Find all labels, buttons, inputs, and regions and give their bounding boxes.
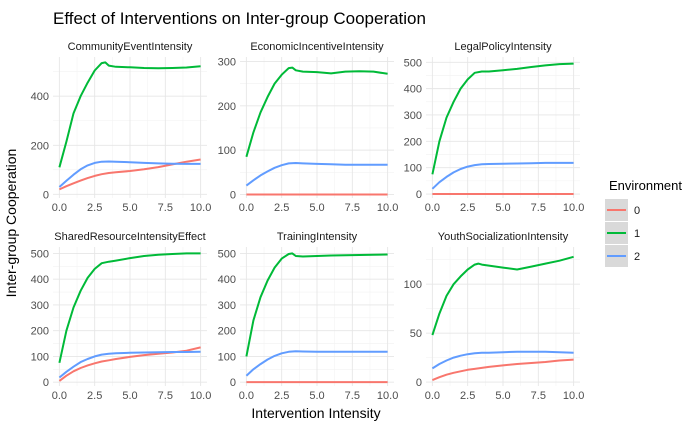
x-tick-label: 7.5 <box>531 390 546 402</box>
series-line-env-1 <box>58 252 201 364</box>
legend-label: 2 <box>634 251 640 263</box>
legend-label: 0 <box>634 205 640 217</box>
x-tick-label: 5.0 <box>495 202 510 214</box>
chart-title: Effect of Interventions on Inter-group C… <box>53 9 426 28</box>
x-tick-label: 0.0 <box>425 390 440 402</box>
x-tick-label: 2.5 <box>274 390 289 402</box>
series-line-env-2 <box>58 350 201 379</box>
x-tick-label: 10.0 <box>190 390 211 402</box>
y-tick-label: 300 <box>31 300 49 312</box>
x-tick-label: 10.0 <box>377 390 398 402</box>
series-line-env-1 <box>58 61 201 168</box>
y-tick-label: 100 <box>404 163 422 175</box>
x-tick-label: 10.0 <box>190 202 211 214</box>
facet-strip-label: LegalPolicyIntensity <box>454 41 552 53</box>
y-tick-label: 200 <box>31 140 49 152</box>
y-tick-label: 200 <box>218 326 236 338</box>
x-tick-label: 5.0 <box>122 390 137 402</box>
y-tick-label: 300 <box>404 110 422 122</box>
x-tick-label: 2.5 <box>87 390 102 402</box>
series-line-env-2 <box>58 160 201 188</box>
y-tick-label: 500 <box>31 248 49 260</box>
y-tick-label: 300 <box>218 56 236 68</box>
x-tick-label: 0.0 <box>52 202 67 214</box>
series-line-env-2 <box>245 162 388 187</box>
facet-panel-2: 0.0 2.5 5.0 7.5 10.0 0 100 200 300 EconomicIncent… <box>218 41 399 214</box>
y-tick-label: 200 <box>404 136 422 148</box>
x-tick-label: 0.0 <box>239 390 254 402</box>
y-tick-label: 0 <box>43 189 49 201</box>
x-tick-label: 7.5 <box>345 202 360 214</box>
y-tick-label: 0 <box>43 377 49 389</box>
series-line-env-1 <box>431 255 574 336</box>
series-line-env-1 <box>245 252 388 357</box>
y-tick-label: 100 <box>218 145 236 157</box>
facet-panel-6: 0.0 2.5 5.0 7.5 10.0 0 50 100 YouthSocialization… <box>404 231 585 402</box>
y-tick-label: 400 <box>218 274 236 286</box>
y-tick-label: 300 <box>218 300 236 312</box>
x-tick-label: 0.0 <box>239 202 254 214</box>
facet-strip-label: YouthSocializationIntensity <box>438 231 569 243</box>
x-tick-label: 2.5 <box>274 202 289 214</box>
facet-panel-4: 0.0 2.5 5.0 7.5 10.0 0 100 200 300 400 500 SharedRe… <box>31 231 212 402</box>
legend-title: Environment <box>609 178 682 193</box>
series-line-env-1 <box>245 66 388 158</box>
x-tick-label: 2.5 <box>460 390 475 402</box>
x-tick-label: 2.5 <box>87 202 102 214</box>
y-tick-label: 200 <box>31 326 49 338</box>
series-line-env-1 <box>431 62 574 175</box>
x-tick-label: 7.5 <box>531 202 546 214</box>
y-tick-label: 100 <box>218 351 236 363</box>
legend-label: 1 <box>634 228 640 240</box>
x-tick-label: 5.0 <box>309 390 324 402</box>
series-line-env-0 <box>58 158 201 191</box>
facet-panel-1: 0.0 2.5 5.0 7.5 10.0 0 200 400 CommunityEventInt… <box>31 41 212 214</box>
y-tick-label: 100 <box>31 351 49 363</box>
series-line-env-2 <box>431 350 574 370</box>
y-axis-title: Inter-group Cooperation <box>3 149 19 298</box>
facet-strip-label: CommunityEventIntensity <box>68 41 193 53</box>
x-tick-label: 7.5 <box>345 390 360 402</box>
y-tick-label: 0 <box>416 377 422 389</box>
facet-panel-5: 0.0 2.5 5.0 7.5 10.0 0 100 200 300 400 500 Training… <box>218 231 399 402</box>
x-tick-label: 7.5 <box>158 202 173 214</box>
facet-strip-label: TrainingIntensity <box>277 231 358 243</box>
facet-strip-label: SharedResourceIntensityEffect <box>54 231 205 243</box>
x-tick-label: 7.5 <box>158 390 173 402</box>
x-tick-label: 10.0 <box>563 390 584 402</box>
x-tick-label: 0.0 <box>52 390 67 402</box>
y-tick-label: 200 <box>218 101 236 113</box>
x-tick-label: 5.0 <box>122 202 137 214</box>
x-tick-label: 0.0 <box>425 202 440 214</box>
y-tick-label: 100 <box>404 279 422 291</box>
x-tick-label: 5.0 <box>309 202 324 214</box>
x-tick-label: 5.0 <box>495 390 510 402</box>
x-tick-label: 10.0 <box>377 202 398 214</box>
legend: Environment 0 1 2 <box>605 178 682 267</box>
y-tick-label: 400 <box>31 91 49 103</box>
x-tick-label: 10.0 <box>563 202 584 214</box>
y-tick-label: 500 <box>404 57 422 69</box>
series-line-env-2 <box>431 161 574 190</box>
x-tick-label: 2.5 <box>460 202 475 214</box>
panels-group: 0.0 2.5 5.0 7.5 10.0 0 200 400 CommunityEventInt… <box>31 41 585 402</box>
x-axis-title: Intervention Intensity <box>251 405 380 421</box>
y-tick-label: 0 <box>230 377 236 389</box>
series-line-env-2 <box>245 350 388 377</box>
y-tick-label: 0 <box>230 189 236 201</box>
y-tick-label: 500 <box>218 248 236 260</box>
y-tick-label: 50 <box>410 328 422 340</box>
y-tick-label: 0 <box>416 189 422 201</box>
facet-strip-label: EconomicIncentiveIntensity <box>250 41 384 53</box>
y-tick-label: 400 <box>404 84 422 96</box>
facet-panel-3: 0.0 2.5 5.0 7.5 10.0 0 100 200 300 400 500 LegalPol… <box>404 41 585 214</box>
y-tick-label: 400 <box>31 274 49 286</box>
series-line-env-0 <box>432 358 574 382</box>
